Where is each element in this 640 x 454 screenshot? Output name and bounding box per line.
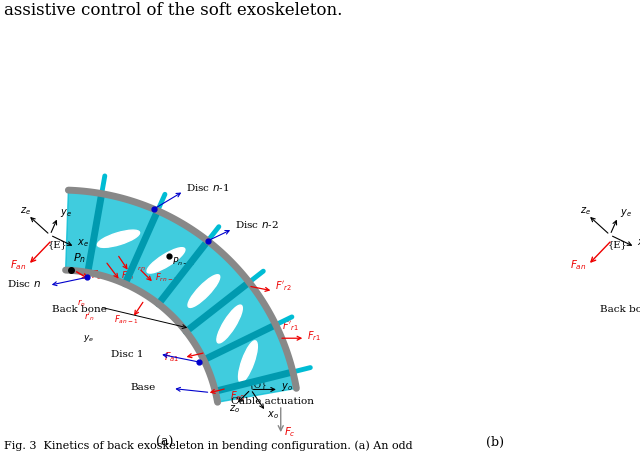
Ellipse shape: [147, 248, 185, 273]
Text: {O}: {O}: [249, 380, 268, 389]
Text: $P_{n-1}$: $P_{n-1}$: [172, 256, 195, 268]
Text: $z_e$: $z_e$: [20, 205, 31, 217]
Ellipse shape: [239, 341, 257, 382]
Text: $F'_{r2}$: $F'_{r2}$: [275, 279, 292, 293]
Text: Back bone: Back bone: [600, 306, 640, 315]
Ellipse shape: [217, 305, 243, 343]
Text: {E}: {E}: [608, 241, 628, 250]
Text: Base: Base: [131, 383, 156, 392]
Text: $F_{an}$: $F_{an}$: [10, 258, 26, 272]
Text: $z_o$: $z_o$: [228, 404, 240, 415]
Text: Disc $n$: Disc $n$: [7, 278, 41, 289]
Text: $F_{r1}$: $F_{r1}$: [307, 329, 321, 343]
Text: $F_{rn}$: $F_{rn}$: [122, 270, 134, 282]
Text: $y_o$: $y_o$: [281, 381, 292, 394]
Text: $z_e$: $z_e$: [580, 205, 591, 217]
Text: $F'_{rn}$: $F'_{rn}$: [130, 261, 147, 273]
Text: $r_n$: $r_n$: [77, 298, 86, 309]
Text: $r'_n$: $r'_n$: [84, 310, 96, 323]
Text: $F_{a1}$: $F_{a1}$: [164, 350, 179, 365]
Text: {E}: {E}: [48, 241, 68, 250]
Text: $F_{rn-1}$: $F_{rn-1}$: [155, 272, 178, 285]
Ellipse shape: [188, 275, 220, 307]
Text: Disc 1: Disc 1: [111, 350, 144, 359]
Text: Cable actuation: Cable actuation: [231, 398, 314, 406]
Text: $y_e$: $y_e$: [620, 207, 632, 219]
Text: $y_e$: $y_e$: [60, 207, 72, 219]
Text: $P_n$: $P_n$: [73, 252, 86, 265]
Text: $F_c$: $F_c$: [284, 425, 296, 439]
Text: $F_c$: $F_c$: [91, 268, 103, 282]
Text: Disc $n$-2: Disc $n$-2: [235, 219, 278, 230]
Text: $F'_{r1}$: $F'_{r1}$: [282, 319, 300, 333]
Text: $x_o$: $x_o$: [267, 410, 278, 421]
Text: Disc $n$-1: Disc $n$-1: [186, 182, 229, 192]
Text: $F_{a0}$: $F_{a0}$: [230, 390, 246, 403]
Ellipse shape: [97, 230, 140, 247]
Text: assistive control of the soft exoskeleton.: assistive control of the soft exoskeleto…: [4, 2, 342, 19]
Text: (a): (a): [156, 435, 173, 449]
Text: $x_e$: $x_e$: [77, 237, 89, 249]
Text: $x_e$: $x_e$: [637, 237, 640, 249]
Text: (b): (b): [486, 435, 504, 449]
Text: Back bone: Back bone: [52, 306, 107, 315]
Text: Fig. 3  Kinetics of back exoskeleton in bending configuration. (a) An odd: Fig. 3 Kinetics of back exoskeleton in b…: [4, 440, 413, 450]
Text: $F_{an}$: $F_{an}$: [570, 258, 586, 272]
Text: $y_e$: $y_e$: [83, 333, 95, 345]
Text: $F_{an-1}$: $F_{an-1}$: [115, 314, 139, 326]
Polygon shape: [65, 190, 296, 402]
